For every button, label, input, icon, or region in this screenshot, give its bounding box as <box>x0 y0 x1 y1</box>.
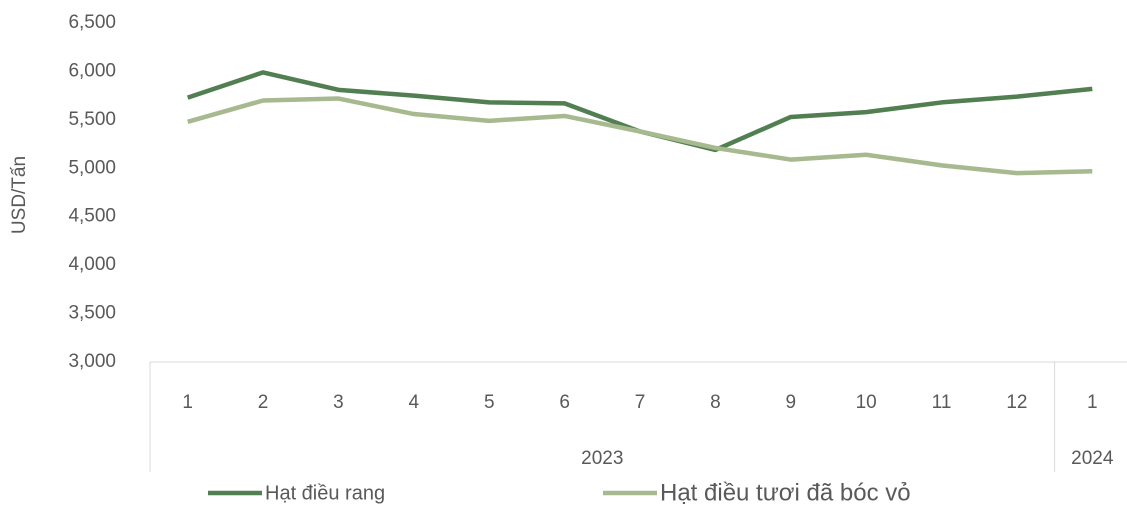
x-tick-label: 3 <box>333 392 344 413</box>
x-tick-label: 11 <box>932 392 952 413</box>
y-tick-label: 6,000 <box>68 60 116 81</box>
y-tick-label: 6,500 <box>68 12 116 33</box>
legend-label: Hạt điều tươi đã bóc vỏ <box>660 479 911 506</box>
y-tick-label: 5,500 <box>68 109 116 130</box>
y-tick-label: 4,000 <box>68 254 116 275</box>
x-tick-label: 5 <box>484 392 495 413</box>
y-tick-label: 5,000 <box>68 157 116 178</box>
x-tick-label: 8 <box>710 392 721 413</box>
x-tick-label: 10 <box>856 392 877 413</box>
y-tick-label: 3,500 <box>68 303 116 324</box>
y-axis-label: USD/Tấn <box>9 156 30 234</box>
y-tick-label: 3,000 <box>68 351 116 372</box>
series-line <box>187 96 1093 176</box>
x-tick-label: 4 <box>409 392 420 413</box>
x-tick-label: 9 <box>785 392 796 413</box>
x-tick-label: 12 <box>1006 392 1027 413</box>
x-tick-label: 6 <box>559 392 570 413</box>
x-group-label: 2024 <box>1071 448 1114 469</box>
x-tick-label: 7 <box>635 392 646 413</box>
series-line <box>186 70 1093 153</box>
x-tick-label: 1 <box>182 392 193 413</box>
x-group-label: 2023 <box>581 448 623 469</box>
legend-label: Hạt điều rang <box>265 482 385 504</box>
x-tick-label: 2 <box>258 392 269 413</box>
y-tick-label: 4,500 <box>68 206 116 227</box>
x-tick-label: 1 <box>1087 392 1098 413</box>
